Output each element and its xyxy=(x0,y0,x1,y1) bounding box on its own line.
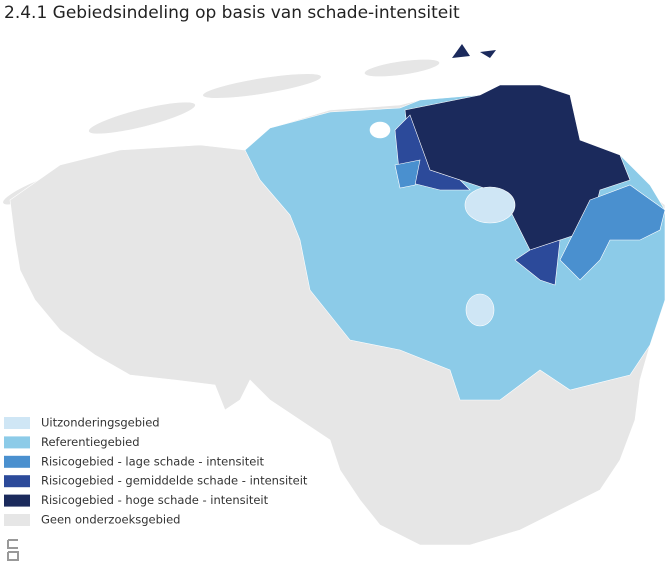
legend-swatch xyxy=(4,514,30,526)
legend-label: Geen onderzoeksgebied xyxy=(41,513,180,527)
legend-label: Risicogebied - hoge schade - intensiteit xyxy=(41,493,269,507)
legend-swatch xyxy=(4,494,30,507)
legend-swatch xyxy=(4,475,30,488)
low-risk-area xyxy=(394,159,421,189)
logo xyxy=(7,539,19,561)
exception-area xyxy=(465,293,495,327)
island xyxy=(202,73,322,99)
legend-label: Risicogebied - gemiddelde schade - inten… xyxy=(41,474,308,488)
legend: Uitzonderingsgebied Referentiegebied Risic… xyxy=(4,416,308,527)
legend-swatch xyxy=(4,436,30,449)
low-risk-area xyxy=(559,184,666,281)
exception-area xyxy=(464,186,516,224)
legend-swatch xyxy=(4,455,30,468)
legend-label: Referentiegebied xyxy=(41,435,140,449)
island xyxy=(88,101,196,135)
legend-label: Risicogebied - lage schade - intensiteit xyxy=(41,454,265,468)
legend-swatch xyxy=(4,417,30,429)
map-title: 2.4.1 Gebiedsindeling op basis van schad… xyxy=(4,3,460,23)
lake xyxy=(369,121,391,139)
map xyxy=(2,44,666,546)
legend-label: Uitzonderingsgebied xyxy=(41,416,160,430)
island xyxy=(364,58,440,78)
island xyxy=(452,44,496,58)
medium-risk-area xyxy=(514,239,561,286)
